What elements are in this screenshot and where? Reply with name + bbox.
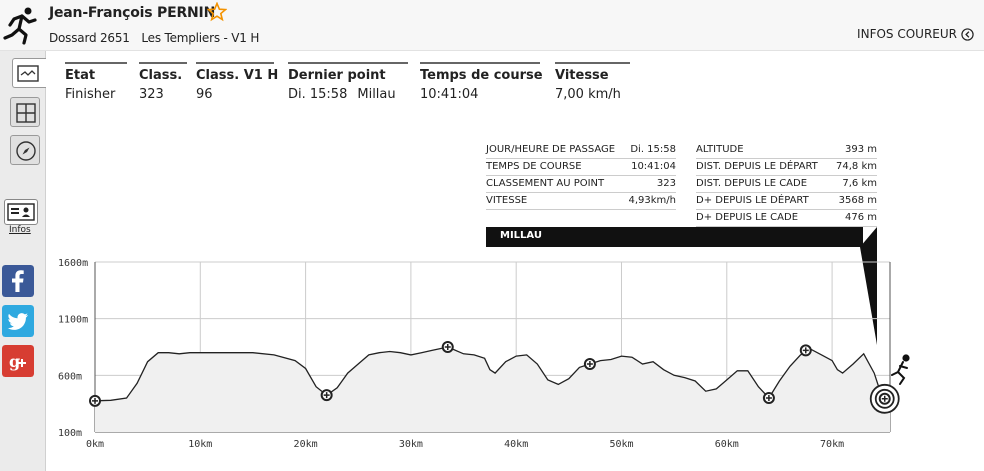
checkpoint-marker[interactable]: [441, 341, 454, 353]
runner-position-icon: [891, 354, 910, 385]
x-tick-label: 0km: [86, 439, 104, 450]
tooltip-row: DIST. DEPUIS LE CADE 7,6 km: [696, 176, 877, 193]
compass-icon: [16, 141, 36, 161]
tooltip-row: D+ DEPUIS LE CADE 476 m: [696, 210, 877, 227]
y-tick-label: 600m: [58, 371, 82, 382]
x-tick-label: 60km: [715, 439, 739, 450]
stat-value: 10:41:04: [420, 87, 479, 102]
tooltip-row: DIST. DEPUIS LE DÉPART 74,8 km: [696, 159, 877, 176]
x-tick-label: 20km: [294, 439, 318, 450]
infos-coureur-label: INFOS COUREUR: [857, 27, 957, 41]
google-plus-icon[interactable]: g: [2, 345, 34, 377]
stat-label: Etat: [65, 68, 96, 83]
race-category: Les Templiers - V1 H: [141, 31, 260, 45]
stat-label: Temps de course: [420, 68, 543, 83]
sidebar: Infos g: [0, 51, 46, 471]
tooltip-row: ALTITUDE 393 m: [696, 142, 877, 159]
infos-label[interactable]: Infos: [9, 225, 31, 235]
stat-vitesse: Vitesse 7,00 km/h: [555, 62, 630, 102]
stat-label: Vitesse: [555, 68, 609, 83]
tooltip-row: VITESSE 4,93km/h: [486, 193, 676, 210]
stat-class: Class. 323: [139, 62, 187, 102]
checkpoint-marker[interactable]: [89, 394, 101, 407]
runner-header: Jean-François PERNIN Dossard 2651 Les Te…: [0, 0, 984, 51]
x-tick-label: 10km: [188, 439, 212, 450]
profile-chart-tab[interactable]: [12, 58, 46, 88]
tooltip-row: JOUR/HEURE DE PASSAGE Di. 15:58: [486, 142, 676, 159]
stat-class-v1h: Class. V1 H 96: [196, 62, 279, 102]
x-tick-label: 50km: [609, 439, 633, 450]
y-tick-label: 100m: [58, 428, 82, 439]
stat-label: Class.: [139, 68, 183, 83]
checkpoint-tooltip-right: ALTITUDE 393 m DIST. DEPUIS LE DÉPART 74,8…: [696, 142, 877, 227]
x-tick-label: 70km: [820, 439, 844, 450]
tooltip-row: TEMPS DE COURSE 10:41:04: [486, 159, 676, 176]
map-tab[interactable]: [10, 135, 40, 165]
elevation-area: [95, 348, 890, 432]
stat-value: 96: [196, 87, 213, 102]
facebook-icon[interactable]: [2, 265, 34, 297]
id-card-icon: [7, 203, 35, 221]
stat-label: Dernier point: [288, 68, 386, 83]
svg-text:g: g: [9, 352, 20, 371]
stat-dernier-point: Dernier point Di. 15:58 Millau: [288, 62, 408, 102]
infos-card-button[interactable]: [4, 199, 38, 225]
x-tick-label: 30km: [399, 439, 423, 450]
infos-coureur-link[interactable]: INFOS COUREUR: [857, 27, 974, 41]
tooltip-row: D+ DEPUIS LE DÉPART 3568 m: [696, 193, 877, 210]
stat-label: Class. V1 H: [196, 68, 279, 83]
checkpoint-tooltip-left: JOUR/HEURE DE PASSAGE Di. 15:58 TEMPS DE …: [486, 142, 676, 210]
twitter-icon[interactable]: [2, 305, 34, 337]
stat-etat: Etat Finisher: [65, 62, 127, 102]
checkpoint-marker[interactable]: [799, 344, 812, 357]
checkpoint-name-banner: MILLAU: [486, 227, 863, 247]
checkpoint-marker[interactable]: [320, 389, 333, 402]
selected-checkpoint-marker[interactable]: [869, 383, 900, 414]
stat-value: Finisher: [65, 87, 116, 102]
chart-icon: [17, 65, 39, 82]
x-tick-label: 40km: [504, 439, 528, 450]
checkpoint-marker[interactable]: [762, 392, 775, 404]
stat-value: 323: [139, 87, 164, 102]
y-tick-label: 1100m: [58, 315, 88, 326]
arrow-left-circle-icon: [961, 27, 974, 41]
favorite-star-icon[interactable]: [207, 2, 227, 22]
runner-subtitle: Dossard 2651 Les Templiers - V1 H: [49, 31, 267, 45]
runner-name: Jean-François PERNIN: [49, 5, 216, 21]
y-tick-label: 1600m: [58, 258, 88, 269]
stat-value: Di. 15:58 Millau: [288, 87, 396, 102]
stat-value: 7,00 km/h: [555, 87, 621, 102]
splits-table-tab[interactable]: [10, 97, 40, 127]
elevation-line: [94, 347, 890, 402]
tooltip-row: CLASSEMENT AU POINT 323: [486, 176, 676, 193]
checkpoint-marker[interactable]: [583, 358, 596, 370]
stat-temps-course: Temps de course 10:41:04: [420, 62, 543, 102]
bib-number: Dossard 2651: [49, 31, 130, 45]
runner-icon: [3, 7, 37, 45]
tooltip-pointer: [860, 227, 877, 345]
grid-icon: [16, 103, 36, 123]
